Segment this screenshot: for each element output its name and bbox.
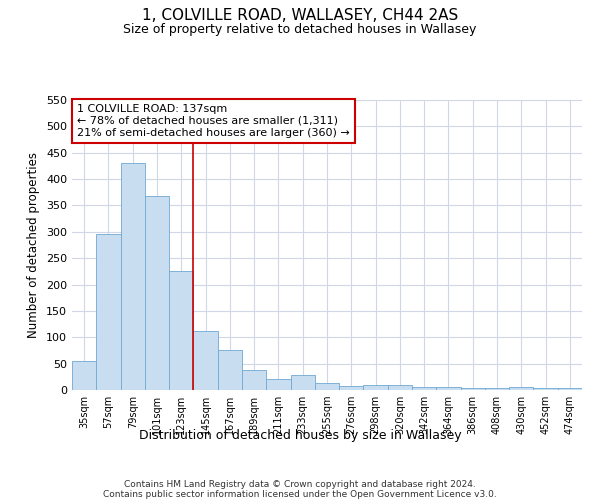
Bar: [339, 386, 364, 390]
Bar: [145, 196, 169, 390]
Bar: [388, 386, 412, 390]
Text: 1 COLVILLE ROAD: 137sqm
← 78% of detached houses are smaller (1,311)
21% of semi: 1 COLVILLE ROAD: 137sqm ← 78% of detache…: [77, 104, 350, 138]
Bar: [290, 374, 315, 390]
Bar: [485, 388, 509, 390]
Bar: [412, 388, 436, 390]
Bar: [315, 382, 339, 390]
Y-axis label: Number of detached properties: Number of detached properties: [28, 152, 40, 338]
Bar: [266, 380, 290, 390]
Text: Distribution of detached houses by size in Wallasey: Distribution of detached houses by size …: [139, 428, 461, 442]
Bar: [509, 388, 533, 390]
Bar: [169, 272, 193, 390]
Bar: [461, 388, 485, 390]
Bar: [193, 331, 218, 390]
Bar: [72, 361, 96, 390]
Bar: [436, 388, 461, 390]
Text: 1, COLVILLE ROAD, WALLASEY, CH44 2AS: 1, COLVILLE ROAD, WALLASEY, CH44 2AS: [142, 8, 458, 22]
Bar: [96, 234, 121, 390]
Bar: [242, 370, 266, 390]
Text: Contains HM Land Registry data © Crown copyright and database right 2024.
Contai: Contains HM Land Registry data © Crown c…: [103, 480, 497, 500]
Bar: [558, 388, 582, 390]
Bar: [218, 350, 242, 390]
Bar: [364, 386, 388, 390]
Bar: [533, 388, 558, 390]
Text: Size of property relative to detached houses in Wallasey: Size of property relative to detached ho…: [124, 22, 476, 36]
Bar: [121, 164, 145, 390]
